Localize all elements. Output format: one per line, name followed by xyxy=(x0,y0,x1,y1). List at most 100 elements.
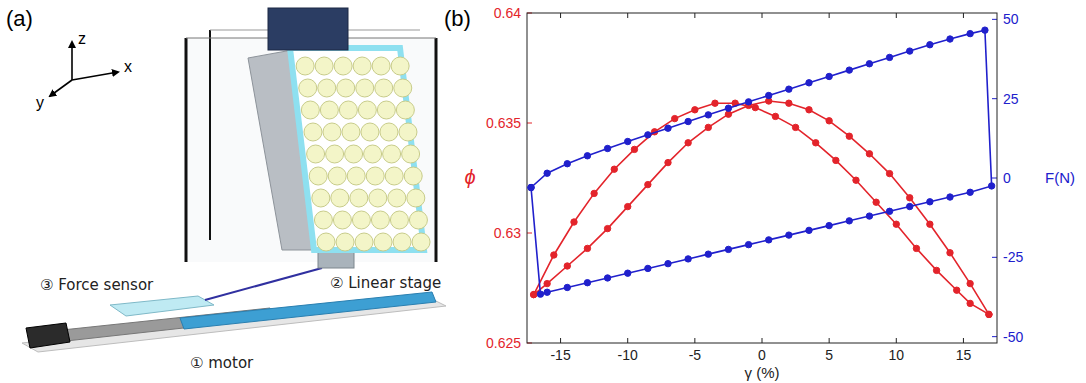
grain xyxy=(366,167,384,185)
data-point xyxy=(705,251,711,257)
y-tick-label: 0.63 xyxy=(494,225,521,241)
y2-tick xyxy=(992,336,997,337)
data-point xyxy=(988,183,994,189)
y2-tick xyxy=(992,178,997,179)
axis-name: y xyxy=(36,94,44,111)
data-point xyxy=(927,221,933,227)
data-layer xyxy=(528,27,995,318)
x-tick xyxy=(896,338,897,343)
data-point xyxy=(806,107,812,113)
y2-tick xyxy=(992,98,997,99)
grain xyxy=(309,167,327,185)
y2-axis-title: F(N) xyxy=(1045,169,1075,186)
grain xyxy=(314,211,332,229)
frame-post xyxy=(185,38,188,262)
data-point xyxy=(665,260,671,266)
data-point xyxy=(886,54,892,60)
data-point xyxy=(544,170,550,176)
x-tick xyxy=(560,338,561,343)
data-point xyxy=(982,27,988,33)
data-point xyxy=(584,280,590,286)
data-point xyxy=(604,275,610,281)
data-point xyxy=(873,199,879,205)
x-tick xyxy=(829,13,830,18)
data-point xyxy=(826,118,832,124)
data-point xyxy=(947,36,953,42)
data-point xyxy=(745,241,751,247)
data-point xyxy=(692,107,698,113)
x-tick xyxy=(694,338,695,343)
grain xyxy=(337,79,355,97)
data-point xyxy=(986,311,992,317)
grain xyxy=(342,123,360,141)
motor xyxy=(26,323,70,348)
x-tick xyxy=(762,13,763,18)
grain xyxy=(394,79,412,97)
grain xyxy=(336,233,354,251)
data-point xyxy=(846,67,852,73)
grain xyxy=(331,189,349,207)
grain xyxy=(390,211,408,229)
plot-frame xyxy=(527,13,997,343)
grain xyxy=(318,79,336,97)
x-tick xyxy=(963,338,964,343)
data-point xyxy=(537,291,543,297)
data-point xyxy=(886,170,892,176)
data-point xyxy=(528,184,534,190)
grains xyxy=(296,57,430,251)
data-point xyxy=(564,161,570,167)
x-tick-label: 10 xyxy=(888,347,904,363)
x-tick-label: -15 xyxy=(550,347,570,363)
data-point xyxy=(967,280,973,286)
data-point xyxy=(604,145,610,151)
x-tick xyxy=(896,13,897,18)
axis-arrow xyxy=(72,72,118,80)
data-point xyxy=(625,138,631,144)
panel-a: (a)zxy③ Force sensor② Linear stage① moto… xyxy=(6,6,446,372)
x-tick xyxy=(627,13,628,18)
grain xyxy=(312,189,330,207)
x-tick xyxy=(694,13,695,18)
data-point xyxy=(967,30,973,36)
data-point xyxy=(967,189,973,195)
data-point xyxy=(806,80,812,86)
grain xyxy=(371,211,389,229)
data-point xyxy=(745,99,751,105)
grain xyxy=(353,57,371,75)
series-line xyxy=(531,30,992,294)
data-point xyxy=(866,213,872,219)
y-tick-label: 0.635 xyxy=(486,115,521,131)
figure: (a)zxy③ Force sensor② Linear stage① moto… xyxy=(0,0,1086,383)
shear-cell xyxy=(290,48,424,250)
grain xyxy=(358,101,376,119)
data-point xyxy=(846,218,852,224)
data-point xyxy=(528,184,534,190)
grain xyxy=(317,233,335,251)
data-point xyxy=(591,190,597,196)
grain xyxy=(375,79,393,97)
x-axis-title: γ (%) xyxy=(745,364,780,381)
y2-tick-label: 0 xyxy=(1003,170,1011,186)
data-point xyxy=(927,199,933,205)
data-point xyxy=(685,118,691,124)
grain xyxy=(412,233,430,251)
data-point xyxy=(571,219,577,225)
grain xyxy=(307,145,325,163)
data-point xyxy=(766,92,772,98)
plot-area xyxy=(527,13,997,343)
data-point xyxy=(886,208,892,214)
data-point xyxy=(846,133,852,139)
data-point xyxy=(933,267,939,273)
grain xyxy=(383,145,401,163)
data-point xyxy=(685,256,691,262)
grain xyxy=(328,167,346,185)
data-point xyxy=(853,177,859,183)
data-point xyxy=(645,265,651,271)
data-point xyxy=(766,237,772,243)
data-point xyxy=(927,42,933,48)
grain xyxy=(388,189,406,207)
data-point xyxy=(806,227,812,233)
data-point xyxy=(826,222,832,228)
data-point xyxy=(544,280,550,286)
data-point xyxy=(604,225,610,231)
